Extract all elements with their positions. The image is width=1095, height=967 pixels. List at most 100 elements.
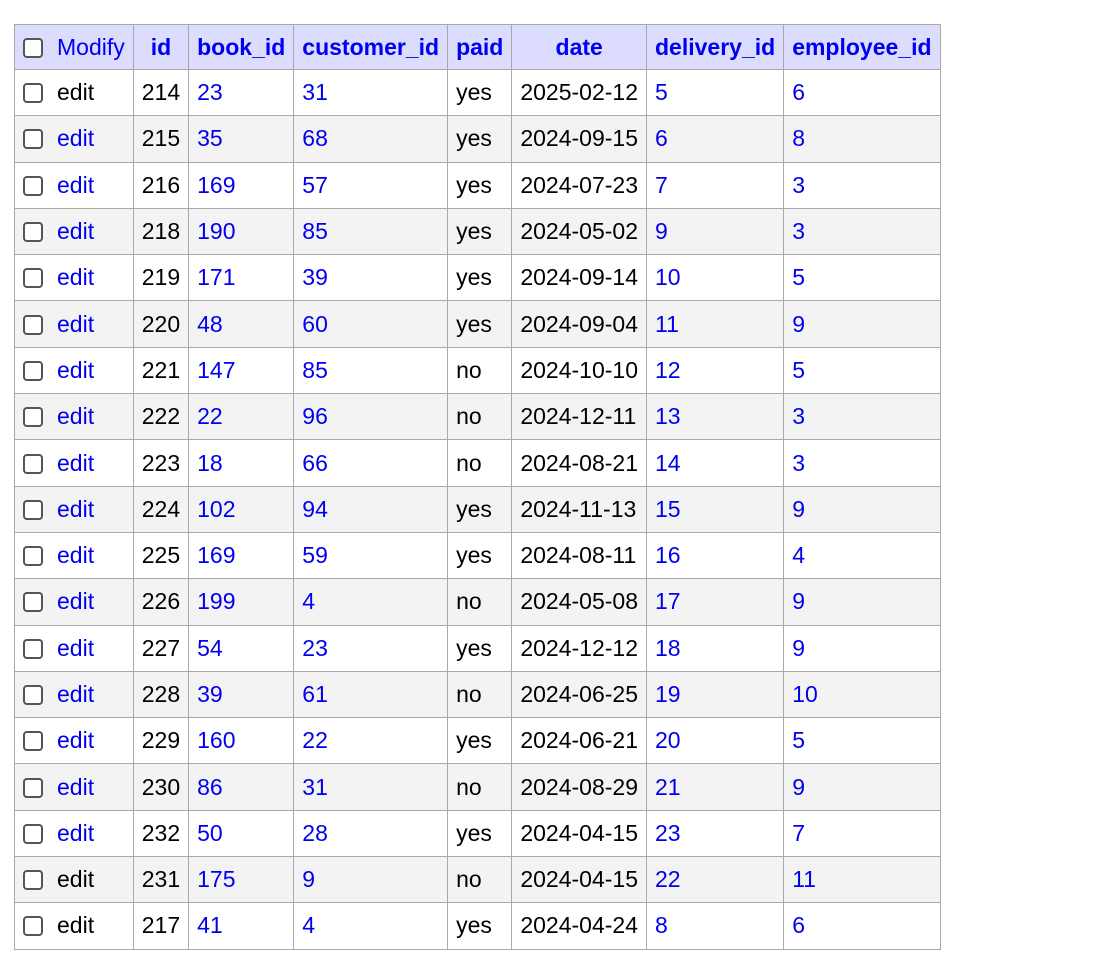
employee-id-link[interactable]: 8	[792, 125, 805, 152]
customer-id-link[interactable]: 28	[302, 819, 328, 846]
header-modify[interactable]: Modify	[14, 24, 134, 70]
employee-id-link[interactable]: 9	[792, 495, 805, 522]
delivery-id-link[interactable]: 15	[655, 495, 681, 522]
employee-id-link[interactable]: 3	[792, 171, 805, 198]
header-modify-label[interactable]: Modify	[57, 33, 125, 60]
delivery-id-link[interactable]: 19	[655, 681, 681, 707]
customer-id-link[interactable]: 23	[302, 634, 328, 661]
edit-link[interactable]: edit	[57, 634, 95, 661]
edit-link[interactable]: edit	[57, 819, 95, 846]
employee-id-link[interactable]: 5	[792, 356, 805, 383]
book-id-link[interactable]: 50	[197, 819, 223, 846]
row-select-checkbox[interactable]	[23, 222, 43, 243]
delivery-id-link[interactable]: 10	[655, 264, 681, 291]
book-id-link[interactable]: 199	[197, 588, 236, 615]
customer-id-link[interactable]: 31	[302, 773, 328, 800]
edit-link[interactable]: edit	[57, 542, 95, 569]
row-select-checkbox[interactable]	[23, 175, 43, 196]
book-id-link[interactable]: 18	[197, 449, 223, 476]
sort-id-link[interactable]: id	[150, 33, 172, 60]
customer-id-link[interactable]: 96	[302, 403, 328, 430]
header-employee-id[interactable]: employee_id	[783, 24, 941, 70]
row-select-checkbox[interactable]	[23, 823, 43, 844]
customer-id-link[interactable]: 85	[302, 356, 328, 383]
delivery-id-link[interactable]: 22	[655, 866, 681, 893]
edit-link[interactable]: edit	[57, 912, 95, 939]
edit-link[interactable]: edit	[57, 310, 95, 337]
employee-id-link[interactable]: 11	[792, 866, 817, 893]
employee-id-link[interactable]: 3	[792, 403, 805, 430]
row-select-checkbox[interactable]	[23, 314, 43, 335]
employee-id-link[interactable]: 4	[792, 542, 805, 569]
row-select-checkbox[interactable]	[23, 129, 43, 150]
sort-book-id-link[interactable]: book_id	[197, 33, 286, 60]
row-select-checkbox[interactable]	[23, 638, 43, 659]
edit-link[interactable]: edit	[57, 218, 95, 245]
book-id-link[interactable]: 41	[197, 912, 223, 939]
row-select-checkbox[interactable]	[23, 83, 43, 104]
customer-id-link[interactable]: 66	[302, 449, 328, 476]
row-select-checkbox[interactable]	[23, 453, 43, 474]
row-select-checkbox[interactable]	[23, 268, 43, 289]
sort-employee-id-link[interactable]: employee_id	[792, 33, 932, 60]
delivery-id-link[interactable]: 23	[655, 819, 681, 846]
employee-id-link[interactable]: 6	[792, 912, 805, 939]
employee-id-link[interactable]: 9	[792, 310, 805, 337]
edit-link[interactable]: edit	[57, 264, 95, 291]
delivery-id-link[interactable]: 20	[655, 727, 681, 754]
employee-id-link[interactable]: 5	[792, 727, 805, 754]
customer-id-link[interactable]: 59	[302, 542, 328, 569]
employee-id-link[interactable]: 6	[792, 79, 805, 106]
book-id-link[interactable]: 160	[197, 727, 236, 754]
customer-id-link[interactable]: 22	[302, 727, 328, 754]
edit-link[interactable]: edit	[57, 681, 95, 707]
row-select-checkbox[interactable]	[23, 592, 43, 613]
book-id-link[interactable]: 35	[197, 125, 223, 152]
delivery-id-link[interactable]: 9	[655, 218, 668, 245]
edit-link[interactable]: edit	[57, 356, 95, 383]
book-id-link[interactable]: 171	[197, 264, 236, 291]
book-id-link[interactable]: 22	[197, 403, 223, 430]
edit-link[interactable]: edit	[57, 495, 95, 522]
header-customer-id[interactable]: customer_id	[293, 24, 449, 70]
delivery-id-link[interactable]: 11	[655, 310, 679, 337]
book-id-link[interactable]: 39	[197, 681, 223, 707]
edit-link[interactable]: edit	[57, 727, 95, 754]
customer-id-link[interactable]: 68	[302, 125, 328, 152]
book-id-link[interactable]: 23	[197, 79, 223, 106]
delivery-id-link[interactable]: 18	[655, 634, 681, 661]
row-select-checkbox[interactable]	[23, 407, 43, 428]
header-paid[interactable]: paid	[447, 24, 513, 70]
row-select-checkbox[interactable]	[23, 360, 43, 381]
employee-id-link[interactable]: 10	[792, 681, 818, 707]
delivery-id-link[interactable]: 5	[655, 79, 668, 106]
row-select-checkbox[interactable]	[23, 870, 43, 891]
customer-id-link[interactable]: 9	[302, 866, 316, 893]
edit-link[interactable]: edit	[57, 125, 95, 152]
book-id-link[interactable]: 169	[197, 542, 236, 569]
edit-link[interactable]: edit	[57, 403, 95, 430]
sort-paid-link[interactable]: paid	[456, 33, 504, 60]
header-book-id[interactable]: book_id	[188, 24, 295, 70]
customer-id-link[interactable]: 85	[302, 218, 328, 245]
delivery-id-link[interactable]: 12	[655, 356, 681, 383]
header-id[interactable]: id	[132, 24, 190, 70]
edit-link[interactable]: edit	[57, 866, 95, 893]
sort-date-link[interactable]: date	[555, 33, 603, 60]
edit-link[interactable]: edit	[57, 773, 95, 800]
customer-id-link[interactable]: 61	[302, 681, 328, 707]
book-id-link[interactable]: 48	[197, 310, 223, 337]
delivery-id-link[interactable]: 7	[655, 171, 668, 198]
employee-id-link[interactable]: 9	[792, 588, 805, 615]
row-select-checkbox[interactable]	[23, 731, 43, 752]
edit-link[interactable]: edit	[57, 588, 95, 615]
customer-id-link[interactable]: 94	[302, 495, 328, 522]
delivery-id-link[interactable]: 14	[655, 449, 681, 476]
delivery-id-link[interactable]: 16	[655, 542, 681, 569]
employee-id-link[interactable]: 5	[792, 264, 805, 291]
edit-link[interactable]: edit	[57, 171, 95, 198]
book-id-link[interactable]: 169	[197, 171, 236, 198]
row-select-checkbox[interactable]	[23, 499, 43, 520]
employee-id-link[interactable]: 3	[792, 449, 805, 476]
employee-id-link[interactable]: 3	[792, 218, 805, 245]
